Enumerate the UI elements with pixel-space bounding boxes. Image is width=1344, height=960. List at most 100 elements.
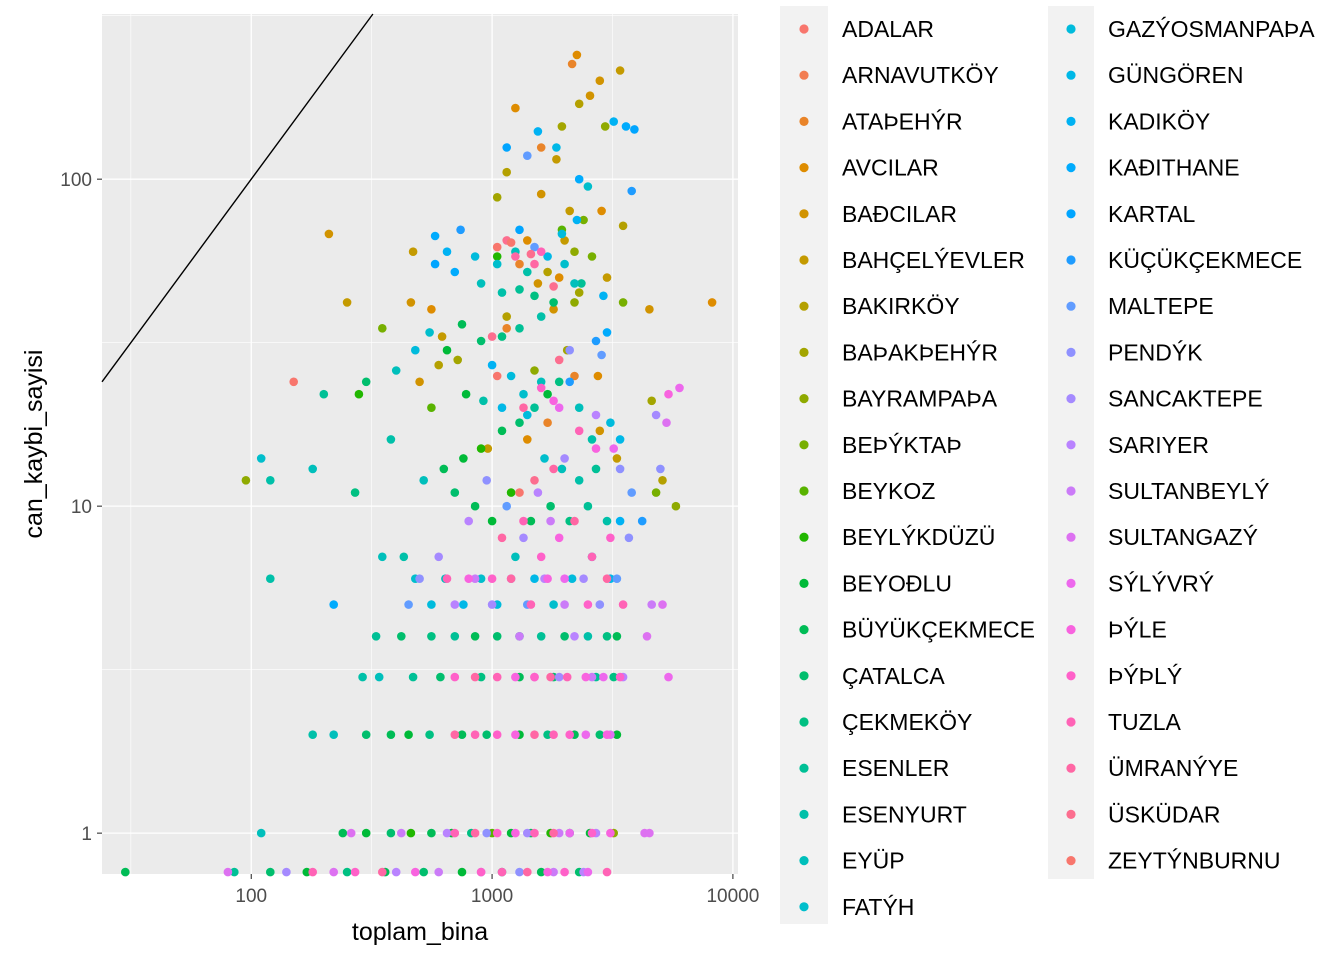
data-point xyxy=(658,600,667,609)
data-point xyxy=(645,305,654,314)
data-point xyxy=(549,730,558,739)
y-tick-label: 100 xyxy=(60,170,92,191)
data-point xyxy=(470,672,480,682)
data-point xyxy=(536,867,546,877)
data-point xyxy=(502,501,512,511)
data-point xyxy=(602,574,612,583)
data-point xyxy=(549,282,558,291)
data-point xyxy=(543,418,552,428)
data-point xyxy=(662,418,671,428)
data-point xyxy=(497,426,507,436)
data-point xyxy=(599,672,608,682)
legend-label: BEÞÝKTAÞ xyxy=(842,432,962,458)
data-point xyxy=(442,247,452,256)
data-point xyxy=(470,828,480,838)
data-point xyxy=(515,225,524,235)
data-point xyxy=(602,730,612,739)
data-point xyxy=(577,279,586,288)
data-point xyxy=(470,574,480,583)
data-point xyxy=(482,476,492,485)
legend-label: BÜYÜKÇEKMECE xyxy=(842,617,1035,643)
x-tick-label: 10000 xyxy=(706,886,759,907)
data-point xyxy=(656,464,665,474)
legend-label: ÇATALCA xyxy=(842,663,945,689)
data-point xyxy=(618,221,628,231)
data-point xyxy=(397,828,406,838)
data-point xyxy=(627,488,636,497)
axes: 100 1000 10000 1 10 100 xyxy=(60,170,759,907)
legend-key xyxy=(799,394,809,404)
legend-label: KADIKÖY xyxy=(1108,108,1210,134)
data-point xyxy=(583,182,593,191)
data-point xyxy=(302,867,312,877)
data-point xyxy=(442,574,452,583)
data-point xyxy=(515,285,524,294)
data-point xyxy=(587,828,597,838)
data-point xyxy=(560,454,569,463)
data-point xyxy=(583,501,593,511)
data-point xyxy=(391,366,401,375)
data-point xyxy=(549,867,558,877)
data-point xyxy=(492,632,502,641)
data-point xyxy=(599,291,608,301)
data-point xyxy=(523,267,532,277)
data-point xyxy=(434,867,444,877)
data-point xyxy=(515,632,524,641)
legend-key xyxy=(799,301,809,311)
data-point xyxy=(560,867,569,877)
data-point xyxy=(511,828,520,838)
data-point xyxy=(470,632,480,641)
data-point xyxy=(442,828,452,838)
legend-label: FATÝH xyxy=(842,894,914,920)
data-point xyxy=(430,231,440,241)
data-point xyxy=(256,828,266,838)
data-point xyxy=(579,215,588,225)
data-point xyxy=(560,259,569,269)
data-point xyxy=(585,91,595,100)
data-point xyxy=(511,672,520,682)
data-point xyxy=(415,377,424,387)
data-point xyxy=(397,632,406,641)
data-point xyxy=(453,355,463,365)
data-point xyxy=(651,488,661,497)
data-point xyxy=(552,155,561,164)
data-point xyxy=(530,366,539,375)
data-point xyxy=(386,730,396,739)
data-point xyxy=(470,252,480,261)
data-point xyxy=(427,305,436,314)
data-point xyxy=(557,229,567,239)
data-point xyxy=(378,867,387,877)
data-point xyxy=(536,143,546,152)
data-point xyxy=(506,488,516,497)
data-point xyxy=(627,186,636,196)
data-point xyxy=(526,249,536,259)
legend-label: SARIYER xyxy=(1108,432,1209,458)
data-point xyxy=(506,574,516,583)
data-point xyxy=(554,672,564,682)
legend-key xyxy=(1066,486,1076,496)
data-point xyxy=(526,516,536,526)
data-point xyxy=(492,252,502,261)
data-point xyxy=(354,389,364,399)
data-point xyxy=(350,867,360,877)
y-axis-title: can_kaybi_sayisi xyxy=(20,350,48,539)
legend-label: MALTEPE xyxy=(1108,293,1214,319)
data-point xyxy=(230,867,239,877)
data-point xyxy=(515,488,524,497)
data-point xyxy=(618,600,628,609)
legend-label: ÇEKMEKÖY xyxy=(842,709,972,735)
data-point xyxy=(602,867,612,877)
data-point xyxy=(411,345,420,355)
legend-label: ÞÝLE xyxy=(1108,617,1167,643)
data-point xyxy=(560,574,569,583)
data-point xyxy=(536,312,546,321)
data-point xyxy=(483,444,493,453)
data-point xyxy=(615,464,625,474)
x-axis-title: toplam_bina xyxy=(352,918,488,946)
legend-key xyxy=(1066,394,1076,404)
legend-key xyxy=(1066,440,1076,450)
data-point xyxy=(583,600,593,609)
data-point xyxy=(581,672,591,682)
data-point xyxy=(502,167,512,177)
data-point xyxy=(425,328,434,337)
